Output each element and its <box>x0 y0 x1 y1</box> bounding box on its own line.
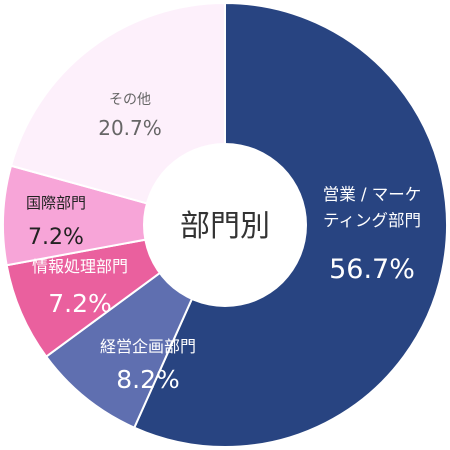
slice-category-label: 経営企画部門 <box>100 337 196 356</box>
slice-category-label: ティング部門 <box>323 211 421 230</box>
slice-category-label: 国際部門 <box>26 194 86 212</box>
slice-value-label: 7.2% <box>48 289 112 318</box>
slice-value-label: 8.2% <box>116 365 180 394</box>
slice-category-label: 情報処理部門 <box>32 257 128 276</box>
slice-value-label: 7.2% <box>28 225 84 250</box>
slice-category-label: 営業 / マーケ <box>323 185 422 204</box>
chart-center-title: 部門別 <box>180 209 270 244</box>
slice-value-label: 56.7% <box>329 254 415 285</box>
donut-hole <box>143 143 307 307</box>
slice-category-label: その他 <box>109 92 151 108</box>
slice-value-label: 20.7% <box>98 116 162 140</box>
pie-slice <box>2 164 226 267</box>
